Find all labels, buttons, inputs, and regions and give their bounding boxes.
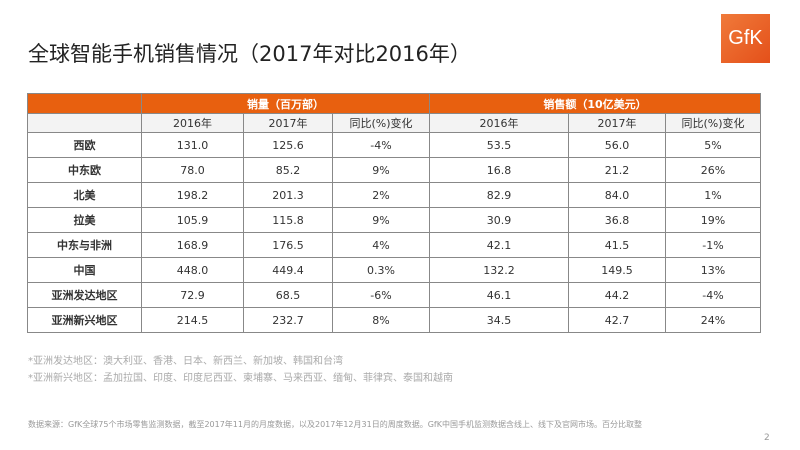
table-cell: 34.5 [429,307,569,333]
table-cell: 46.1 [429,282,569,308]
corner-cell [27,93,142,114]
sub-header-row: 2016年 2017年 同比(%)变化 2016年 2017年 同比(%)变化 [27,113,761,133]
table-cell: 214.5 [141,307,244,333]
table-cell: 1% [665,182,761,208]
table-cell: 13% [665,257,761,283]
table-cell: 36.8 [568,207,666,233]
region-label: 中国 [27,257,142,283]
table-row: 北美 198.2 201.3 2% 82.9 84.0 1% [27,182,761,208]
table-row: 亚洲新兴地区 214.5 232.7 8% 34.5 42.7 24% [27,307,761,333]
table-cell: 132.2 [429,257,569,283]
table-cell: 78.0 [141,157,244,183]
table-cell: 4% [332,232,430,258]
region-label: 中东与非洲 [27,232,142,258]
table-cell: 149.5 [568,257,666,283]
table-row: 亚洲发达地区 72.9 68.5 -6% 46.1 44.2 -4% [27,282,761,308]
table-cell: 16.8 [429,157,569,183]
table-cell: 2% [332,182,430,208]
table-cell: 21.2 [568,157,666,183]
table-cell: -6% [332,282,430,308]
table-cell: 44.2 [568,282,666,308]
table-cell: 131.0 [141,132,244,158]
region-label: 拉美 [27,207,142,233]
table-cell: 19% [665,207,761,233]
table-cell: 5% [665,132,761,158]
table-cell: 105.9 [141,207,244,233]
sales-table: 销量（百万部） 销售额（10亿美元） 2016年 2017年 同比(%)变化 2… [27,93,761,333]
table-cell: -1% [665,232,761,258]
value-header: 销售额（10亿美元） [429,93,761,114]
table-cell: 176.5 [243,232,333,258]
table-cell: 72.9 [141,282,244,308]
footnote-emerging-asia: *亚洲新兴地区：孟加拉国、印度、印度尼西亚、柬埔寨、马来西亚、缅甸、菲律宾、泰国… [28,373,453,384]
table-cell: 8% [332,307,430,333]
footnote-developed-asia: *亚洲发达地区：澳大利亚、香港、日本、新西兰、新加坡、韩国和台湾 [28,356,343,367]
table-cell: 85.2 [243,157,333,183]
volume-header: 销量（百万部） [141,93,430,114]
table-row: 中国 448.0 449.4 0.3% 132.2 149.5 13% [27,257,761,283]
table-cell: 9% [332,207,430,233]
table-cell: -4% [332,132,430,158]
table-cell: 168.9 [141,232,244,258]
table-cell: 41.5 [568,232,666,258]
corner-cell [27,113,142,133]
table-cell: 198.2 [141,182,244,208]
table-cell: 42.7 [568,307,666,333]
table-cell: 30.9 [429,207,569,233]
table-cell: 9% [332,157,430,183]
table-cell: 115.8 [243,207,333,233]
region-label: 西欧 [27,132,142,158]
region-label: 亚洲新兴地区 [27,307,142,333]
table-cell: 24% [665,307,761,333]
data-source-note: 数据来源：GfK全球75个市场零售监测数据，截至2017年11月的月度数据，以及… [28,420,642,429]
sub-header: 同比(%)变化 [665,113,761,133]
sub-header: 2016年 [141,113,244,133]
table-cell: 84.0 [568,182,666,208]
region-label: 中东欧 [27,157,142,183]
sub-header: 2017年 [243,113,333,133]
table-cell: -4% [665,282,761,308]
sub-header: 同比(%)变化 [332,113,430,133]
group-header-row: 销量（百万部） 销售额（10亿美元） [27,93,761,114]
table-cell: 56.0 [568,132,666,158]
table-cell: 82.9 [429,182,569,208]
sub-header: 2016年 [429,113,569,133]
table-row: 中东与非洲 168.9 176.5 4% 42.1 41.5 -1% [27,232,761,258]
table-row: 中东欧 78.0 85.2 9% 16.8 21.2 26% [27,157,761,183]
table-cell: 0.3% [332,257,430,283]
table-cell: 449.4 [243,257,333,283]
region-label: 北美 [27,182,142,208]
table-cell: 125.6 [243,132,333,158]
region-label: 亚洲发达地区 [27,282,142,308]
table-cell: 448.0 [141,257,244,283]
page-number: 2 [764,433,770,443]
table-cell: 201.3 [243,182,333,208]
table-cell: 232.7 [243,307,333,333]
table-cell: 53.5 [429,132,569,158]
table-cell: 26% [665,157,761,183]
gfk-logo: GfK [721,14,770,63]
table-cell: 68.5 [243,282,333,308]
sub-header: 2017年 [568,113,666,133]
slide-title: 全球智能手机销售情况（2017年对比2016年） [28,42,471,66]
table-cell: 42.1 [429,232,569,258]
table-row: 西欧 131.0 125.6 -4% 53.5 56.0 5% [27,132,761,158]
table-row: 拉美 105.9 115.8 9% 30.9 36.8 19% [27,207,761,233]
